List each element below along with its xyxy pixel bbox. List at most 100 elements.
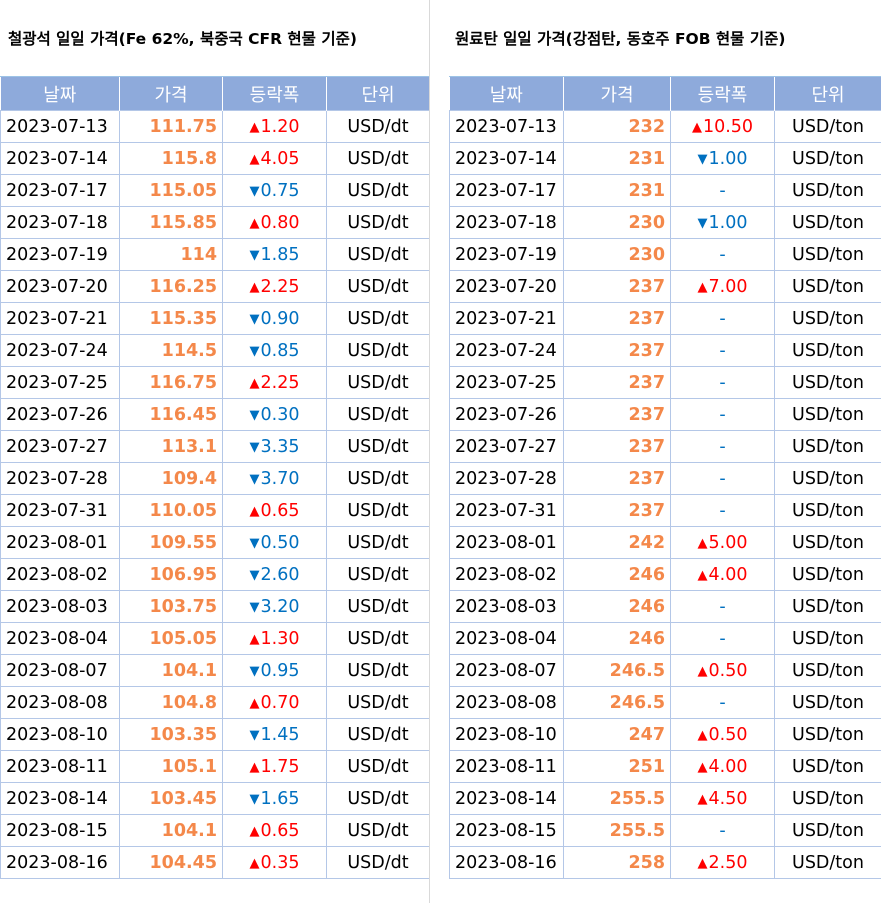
row-unit: USD/dt: [326, 462, 430, 495]
table-row: 2023-08-10 103.35 ▼1.45 USD/dt: [0, 718, 430, 751]
row-change: ▲0.50: [670, 718, 775, 751]
row-price: 246: [563, 590, 671, 623]
table-row: 2023-08-16 104.45 ▲0.35 USD/dt: [0, 846, 430, 879]
row-change: ▲2.25: [222, 270, 327, 303]
table-row: 2023-08-10 247 ▲0.50 USD/ton: [449, 718, 881, 751]
row-price: 251: [563, 750, 671, 783]
row-change-value: 2.60: [260, 564, 300, 585]
down-triangle-icon: ▼: [249, 439, 260, 455]
row-price: 115.85: [119, 206, 223, 239]
table-row: 2023-08-07 246.5 ▲0.50 USD/ton: [449, 654, 881, 687]
table-row: 2023-07-31 110.05 ▲0.65 USD/dt: [0, 494, 430, 527]
row-change-value: 1.00: [708, 148, 748, 169]
row-date: 2023-08-08: [449, 686, 564, 719]
row-price: 111.75: [119, 110, 223, 143]
row-price: 247: [563, 718, 671, 751]
row-date: 2023-07-26: [0, 398, 120, 431]
row-change-value: -: [719, 244, 726, 265]
row-price: 106.95: [119, 558, 223, 591]
row-change: -: [670, 238, 775, 271]
down-triangle-icon: ▼: [249, 791, 260, 807]
row-change: ▼0.50: [222, 526, 327, 559]
row-change: ▼1.45: [222, 718, 327, 751]
row-date: 2023-07-19: [0, 238, 120, 271]
row-date: 2023-08-16: [449, 846, 564, 879]
row-price: 104.1: [119, 654, 223, 687]
table-row: 2023-08-14 103.45 ▼1.65 USD/dt: [0, 782, 430, 815]
table-row: 2023-08-11 251 ▲4.00 USD/ton: [449, 750, 881, 783]
row-price: 103.45: [119, 782, 223, 815]
row-date: 2023-08-04: [0, 622, 120, 655]
row-unit: USD/dt: [326, 718, 430, 751]
down-triangle-icon: ▼: [249, 407, 260, 423]
row-unit: USD/dt: [326, 174, 430, 207]
row-price: 258: [563, 846, 671, 879]
table-row: 2023-07-20 237 ▲7.00 USD/ton: [449, 270, 881, 303]
row-change: ▲0.35: [222, 846, 327, 879]
row-change-value: -: [719, 436, 726, 457]
row-change-value: 0.70: [260, 692, 300, 713]
row-change-value: 1.00: [708, 212, 748, 233]
row-price: 255.5: [563, 782, 671, 815]
row-change-value: 2.50: [708, 852, 748, 873]
row-price: 246.5: [563, 654, 671, 687]
row-unit: USD/dt: [326, 590, 430, 623]
row-date: 2023-08-02: [0, 558, 120, 591]
row-date: 2023-08-10: [449, 718, 564, 751]
table-row: 2023-07-19 114 ▼1.85 USD/dt: [0, 238, 430, 271]
row-date: 2023-08-03: [449, 590, 564, 623]
row-price: 246: [563, 622, 671, 655]
down-triangle-icon: ▼: [697, 151, 708, 167]
up-triangle-icon: ▲: [697, 791, 708, 807]
row-price: 230: [563, 206, 671, 239]
row-change: ▼1.65: [222, 782, 327, 815]
row-unit: USD/dt: [326, 430, 430, 463]
row-change-value: 0.50: [708, 660, 748, 681]
row-change-value: 4.00: [708, 564, 748, 585]
header-change: 등락폭: [670, 77, 775, 111]
row-change: -: [670, 302, 775, 335]
row-date: 2023-08-15: [0, 814, 120, 847]
row-change: ▼0.90: [222, 302, 327, 335]
row-unit: USD/dt: [326, 686, 430, 719]
iron-ore-table: 날짜 가격 등락폭 단위 2023-07-13 111.75 ▲1.20 USD/dt…: [0, 77, 430, 879]
down-triangle-icon: ▼: [249, 567, 260, 583]
table-row: 2023-07-13 232 ▲10.50 USD/ton: [449, 110, 881, 143]
table-row: 2023-08-08 104.8 ▲0.70 USD/dt: [0, 686, 430, 719]
row-change-value: 2.25: [260, 276, 300, 297]
row-change-value: 3.20: [260, 596, 300, 617]
row-date: 2023-07-24: [0, 334, 120, 367]
row-unit: USD/dt: [326, 366, 430, 399]
row-change: ▼3.35: [222, 430, 327, 463]
header-unit: 단위: [326, 77, 430, 111]
row-date: 2023-07-20: [0, 270, 120, 303]
row-unit: USD/ton: [774, 110, 881, 143]
row-date: 2023-08-14: [0, 782, 120, 815]
row-change: ▼0.85: [222, 334, 327, 367]
row-unit: USD/ton: [774, 430, 881, 463]
row-unit: USD/ton: [774, 782, 881, 815]
row-change-value: 1.20: [260, 116, 300, 137]
row-price: 109.4: [119, 462, 223, 495]
row-unit: USD/dt: [326, 654, 430, 687]
row-change: ▼1.85: [222, 238, 327, 271]
up-triangle-icon: ▲: [249, 631, 260, 647]
row-price: 232: [563, 110, 671, 143]
row-unit: USD/dt: [326, 238, 430, 271]
down-triangle-icon: ▼: [249, 183, 260, 199]
iron-ore-header-row: 날짜 가격 등락폭 단위: [0, 77, 430, 111]
row-date: 2023-07-25: [0, 366, 120, 399]
row-price: 103.35: [119, 718, 223, 751]
coking-coal-table: 날짜 가격 등락폭 단위 2023-07-13 232 ▲10.50 USD/ton 2…: [449, 77, 881, 879]
row-unit: USD/ton: [774, 334, 881, 367]
row-date: 2023-08-01: [449, 526, 564, 559]
row-unit: USD/ton: [774, 366, 881, 399]
row-unit: USD/dt: [326, 782, 430, 815]
row-price: 113.1: [119, 430, 223, 463]
header-date: 날짜: [0, 77, 120, 111]
row-unit: USD/dt: [326, 302, 430, 335]
row-price: 115.05: [119, 174, 223, 207]
row-date: 2023-07-21: [0, 302, 120, 335]
row-change-value: -: [719, 628, 726, 649]
row-unit: USD/ton: [774, 846, 881, 879]
